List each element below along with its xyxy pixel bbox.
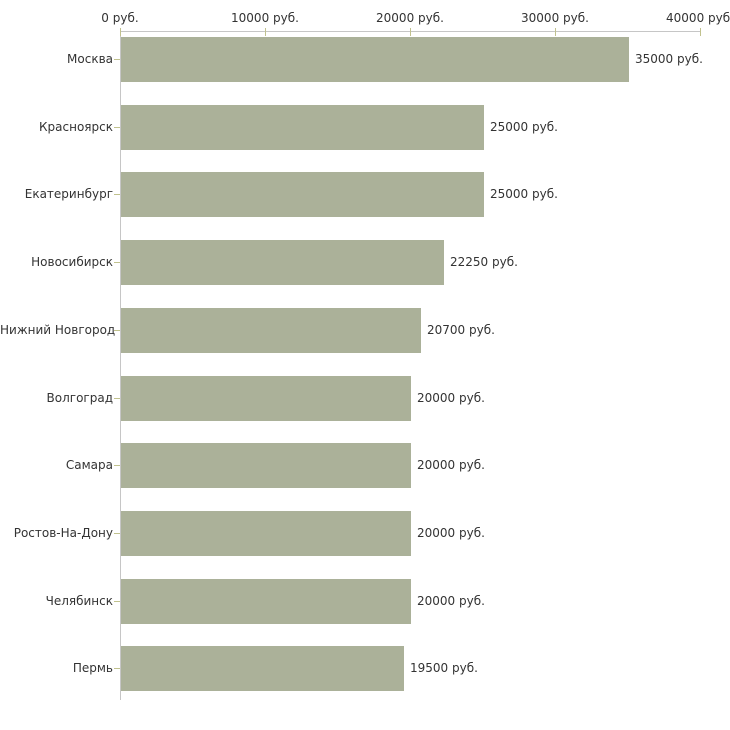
value-label: 20000 руб. (417, 391, 485, 405)
y-axis-tick-mark (114, 465, 120, 466)
value-label: 20000 руб. (417, 458, 485, 472)
y-axis-tick-mark (114, 127, 120, 128)
value-label: 25000 руб. (490, 120, 558, 134)
category-label: Волгоград (46, 391, 113, 405)
bar (121, 376, 411, 421)
y-axis-tick-mark (114, 330, 120, 331)
x-axis-tick-mark (265, 28, 266, 36)
bar (121, 511, 411, 556)
bar (121, 105, 484, 150)
category-label: Екатеринбург (24, 187, 113, 201)
category-label: Ростов-На-Дону (13, 526, 113, 540)
x-axis-tick-mark (410, 28, 411, 36)
value-label: 22250 руб. (450, 255, 518, 269)
category-label: Москва (67, 52, 113, 66)
y-axis-tick-mark (114, 262, 120, 263)
x-axis-tick-label: 20000 руб. (376, 11, 444, 25)
value-label: 20000 руб. (417, 594, 485, 608)
category-label: Самара (65, 458, 113, 472)
bar (121, 443, 411, 488)
y-axis-tick-mark (114, 533, 120, 534)
bar (121, 240, 444, 285)
category-label: Новосибирск (31, 255, 113, 269)
category-label: Челябинск (45, 594, 113, 608)
value-label: 20000 руб. (417, 526, 485, 540)
y-axis-line (120, 31, 121, 700)
category-label: Красноярск (39, 120, 113, 134)
bar (121, 579, 411, 624)
x-axis-tick-label: 0 руб. (101, 11, 139, 25)
y-axis-tick-mark (114, 668, 120, 669)
bar (121, 37, 629, 82)
x-axis-tick-label: 10000 руб. (231, 11, 299, 25)
y-axis-tick-mark (114, 59, 120, 60)
category-label: Пермь (72, 661, 113, 675)
bar (121, 308, 421, 353)
y-axis-tick-mark (114, 601, 120, 602)
category-label: Нижний Новгород (0, 323, 116, 337)
value-label: 25000 руб. (490, 187, 558, 201)
value-label: 20700 руб. (427, 323, 495, 337)
y-axis-tick-mark (114, 194, 120, 195)
x-axis-tick-mark (120, 28, 121, 36)
x-axis-tick-mark (555, 28, 556, 36)
y-axis-tick-mark (114, 398, 120, 399)
value-label: 19500 руб. (410, 661, 478, 675)
x-axis-tick-label: 30000 руб. (521, 11, 589, 25)
bar (121, 172, 484, 217)
x-axis-tick-label: 40000 руб. (666, 11, 730, 25)
x-axis-tick-mark (700, 28, 701, 36)
value-label: 35000 руб. (635, 52, 703, 66)
bar (121, 646, 404, 691)
